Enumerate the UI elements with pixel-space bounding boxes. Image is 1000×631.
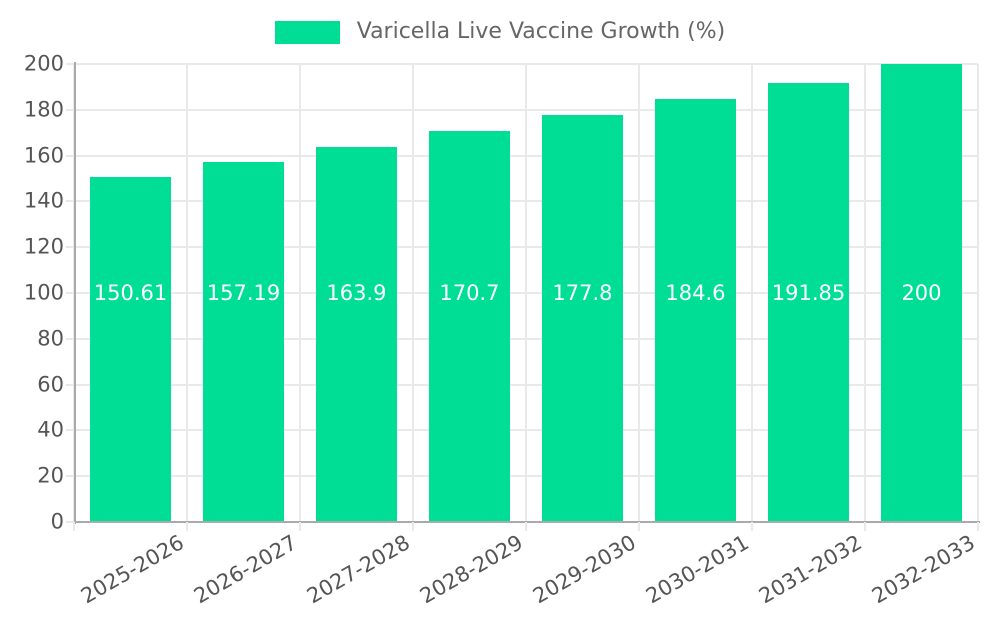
legend-item-label: Varicella Live Vaccine Growth (%): [356, 19, 726, 44]
x-axis-tick-labels: 2025-2026 2026-2027 2027-2028 2028-2029 2029…: [0, 530, 1000, 608]
x-axis-tick-mark: [977, 522, 979, 531]
gridline-vertical: [299, 64, 301, 530]
x-axis-tick-mark: [186, 522, 188, 531]
bar-value-label: 177.8: [552, 281, 613, 305]
gridline-horizontal: [66, 200, 978, 203]
x-axis-tick-mark: [751, 522, 753, 531]
y-axis-tick-label: 20: [37, 463, 64, 488]
x-axis-tick-mark: [638, 522, 640, 531]
bar[interactable]: 177.8: [541, 114, 624, 522]
y-axis-tick-label: 180: [23, 97, 64, 122]
x-axis-tick-mark: [73, 522, 75, 531]
y-axis-tick-label: 60: [37, 372, 64, 397]
gridline-horizontal: [66, 108, 978, 111]
gridline-horizontal: [66, 292, 978, 294]
bar-value-label: 200: [901, 281, 942, 305]
x-axis-tick-mark: [864, 522, 866, 531]
gridline-vertical: [412, 64, 414, 530]
gridline-horizontal: [66, 337, 978, 340]
y-axis-tick-label: 100: [23, 280, 64, 305]
chart-legend: Varicella Live Vaccine Growth (%): [0, 12, 1000, 52]
gridline-horizontal: [66, 429, 978, 432]
gridline-vertical: [186, 64, 188, 530]
bar[interactable]: 200: [880, 64, 963, 522]
bar-value-label: 170.7: [439, 281, 500, 305]
gridline-horizontal: [66, 383, 978, 386]
gridline-vertical: [638, 64, 640, 530]
bar[interactable]: 184.6: [654, 99, 737, 522]
bar[interactable]: 170.7: [428, 131, 511, 522]
y-axis-tick-label: 140: [23, 188, 64, 213]
bar[interactable]: 163.9: [315, 146, 398, 522]
bar-value-label: 184.6: [665, 281, 726, 305]
legend-item-varicella-live-vaccine-growth[interactable]: Varicella Live Vaccine Growth (%): [274, 19, 726, 44]
y-axis-tick-label: 80: [37, 326, 64, 351]
bar-value-label: 163.9: [326, 281, 387, 305]
bar[interactable]: 191.85: [767, 82, 850, 522]
gridline-horizontal: [66, 63, 978, 65]
legend-color-swatch-icon: [274, 20, 340, 44]
bar-chart: Varicella Live Vaccine Growth (%) 0 20 40 6…: [0, 12, 1000, 609]
gridline-horizontal: [66, 154, 978, 157]
bar[interactable]: 157.19: [202, 162, 285, 522]
y-axis-tick-labels: 0 20 40 60 80 100 120 140 160 180 200: [0, 53, 64, 532]
x-axis-tick-mark: [525, 522, 527, 531]
bar-value-label: 150.61: [93, 281, 168, 305]
bar-value-label: 191.85: [771, 281, 846, 305]
gridline-vertical: [864, 64, 866, 530]
bar[interactable]: 150.61: [89, 177, 172, 522]
y-axis-tick-label: 0: [50, 509, 64, 534]
gridline-vertical: [751, 64, 753, 530]
x-axis-tick-mark: [412, 522, 414, 531]
gridline-horizontal: [66, 246, 978, 249]
y-axis-line: [74, 62, 76, 524]
gridline-horizontal: [66, 475, 978, 478]
x-axis-line: [74, 521, 980, 523]
y-axis-tick-label: 160: [23, 143, 64, 168]
x-axis-tick-mark: [299, 522, 301, 531]
plot-area: 150.61 157.19 163.9 170.7 177.8 184.6 191.85 20…: [66, 63, 979, 530]
gridline-vertical: [977, 64, 979, 530]
y-axis-tick-label: 120: [23, 234, 64, 259]
y-axis-tick-label: 40: [37, 417, 64, 442]
gridline-vertical: [525, 64, 527, 530]
bar-value-label: 157.19: [206, 281, 281, 305]
y-axis-tick-label: 200: [23, 51, 64, 76]
